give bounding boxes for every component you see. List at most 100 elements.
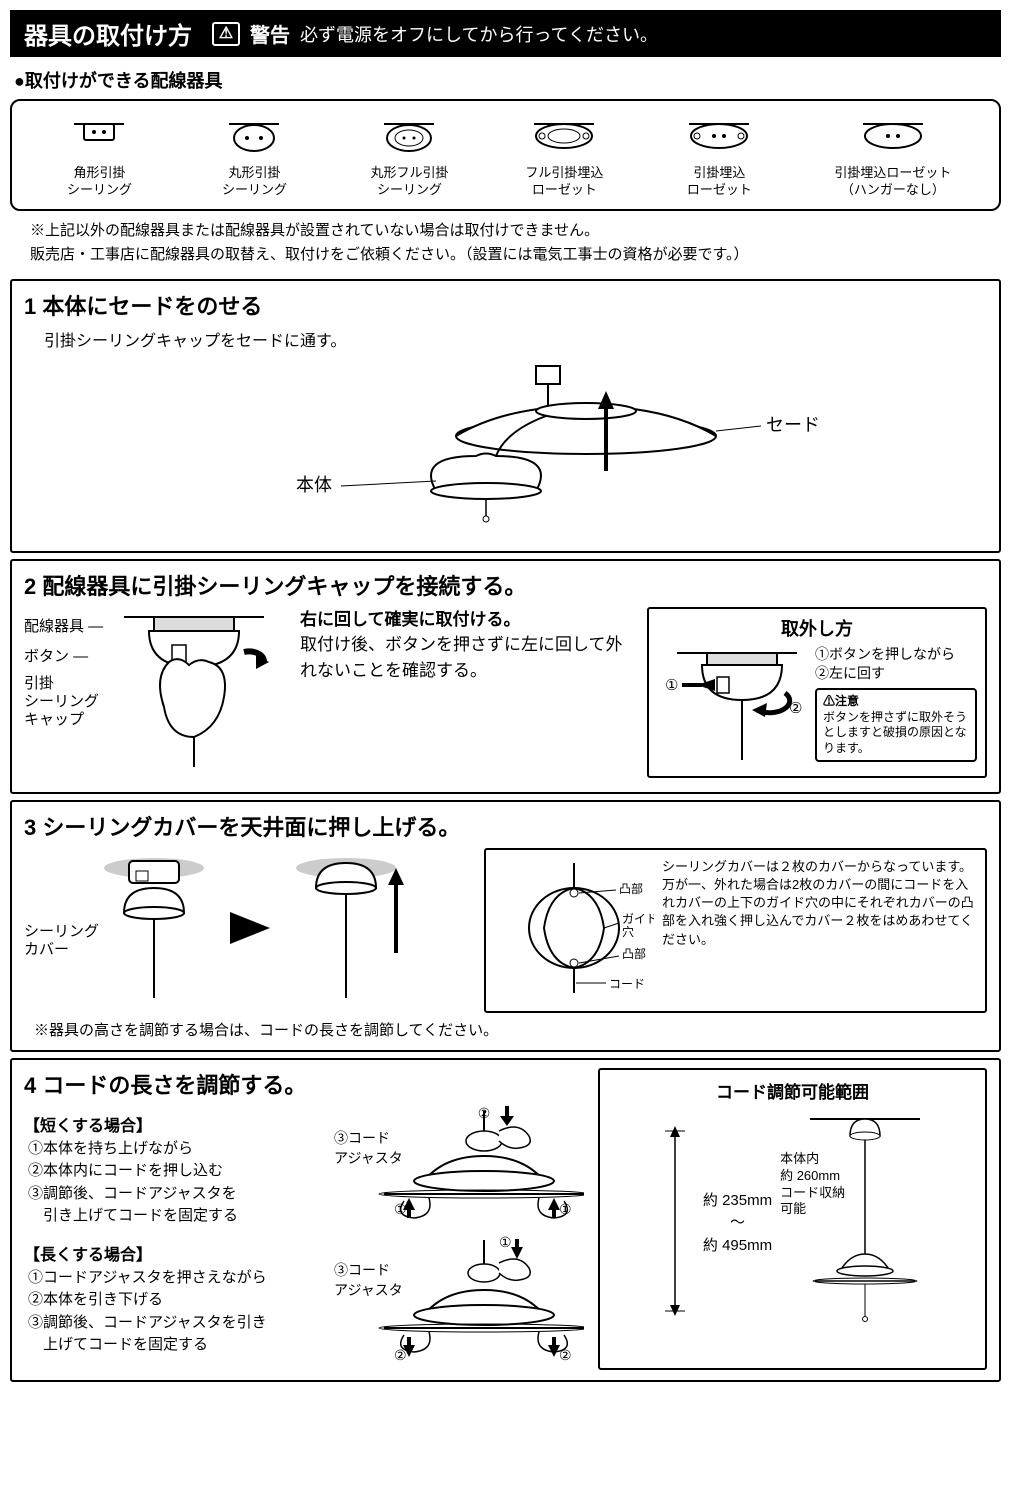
wiring-label: 引掛埋込ローゼット	[834, 165, 951, 182]
step4-box: 4 コードの長さを調節する。 【短くする場合】 ①本体を持ち上げながら ②本体内…	[10, 1058, 1001, 1382]
removal-step1: ①ボタンを押しながら	[815, 645, 977, 665]
svg-text:コード: コード	[609, 977, 645, 991]
wiring-label: 丸形フル引掛	[369, 165, 449, 182]
wiring-item-4: 引掛埋込 ローゼット	[679, 111, 759, 199]
step3-detail-box: 凸部 ガイド 穴 凸部 コード シーリングカバーは２枚のカバーからなっています。…	[484, 848, 987, 1013]
step2-box: 2 配線器具に引掛シーリングキャップを接続する。 配線器具 — ボタン — 引掛…	[10, 559, 1001, 794]
header-bar: 器具の取付け方 ⚠ 警告 必ず電源をオフにしてから行ってください。	[10, 10, 1001, 57]
embed-rosette-icon	[679, 111, 759, 161]
range-fixture-diagram: 本体内 約 260mm コード収納 可能	[780, 1111, 930, 1336]
removal-step2: ②左に回す	[815, 664, 977, 684]
wiring-label: 丸形引掛	[214, 165, 294, 182]
step4-short-diagram: ② ① ① ③コード アジャスタ	[334, 1106, 584, 1231]
svg-text:本体: 本体	[296, 475, 332, 495]
step3-box: 3 シーリングカバーを天井面に押し上げる。 シーリング カバー	[10, 800, 1001, 1052]
step4-left: 4 コードの長さを調節する。 【短くする場合】 ①本体を持ち上げながら ②本体内…	[24, 1068, 584, 1370]
step3-detail-diagram: 凸部 ガイド 穴 凸部 コード	[494, 858, 654, 1003]
header-title: 器具の取付け方	[24, 16, 192, 51]
wiring-item-3: フル引掛埋込 ローゼット	[524, 111, 604, 199]
svg-text:穴: 穴	[622, 924, 634, 939]
full-embed-rosette-icon	[524, 111, 604, 161]
step1-diagram: 本体 セード	[24, 361, 987, 541]
removal-diagram: ① ②	[657, 645, 807, 770]
step1-desc: 引掛シーリングキャップをセードに通す。	[44, 327, 987, 351]
svg-text:②: ②	[478, 1106, 491, 1121]
step4-range-box: コード調節可能範囲 約 235mm 〜 約 495mm	[598, 1068, 987, 1370]
label-cover2: カバー	[24, 941, 69, 958]
svg-text:ガイド: ガイド	[622, 912, 654, 926]
warning-triangle-icon: ⚠	[212, 22, 240, 46]
step2-mid-title: 右に回して確実に取付ける。	[300, 607, 631, 633]
warning-label: 警告	[250, 19, 290, 48]
label-cap3: キャップ	[24, 711, 84, 728]
wiring-label: シーリング	[214, 182, 294, 199]
step2-left-diagram: 配線器具 — ボタン — 引掛 シーリング キャップ	[24, 607, 284, 782]
step3-note: ※器具の高さを調節する場合は、コードの長さを調節してください。	[34, 1019, 987, 1040]
diag-label1: ③コード	[334, 1130, 390, 1146]
embed-rosette-nohanger-icon	[853, 111, 933, 161]
step4-short-title: 【短くする場合】	[24, 1112, 324, 1136]
step2-instructions: 右に回して確実に取付ける。 取付け後、ボタンを押さずに左に回して外れないことを確…	[300, 607, 631, 684]
warning-text: 必ず電源をオフにしてから行ってください。	[300, 21, 658, 47]
header-warning: ⚠ 警告 必ず電源をオフにしてから行ってください。	[212, 19, 658, 48]
svg-text:セード: セード	[766, 415, 820, 435]
svg-text:①: ①	[665, 677, 678, 694]
svg-text:②: ②	[394, 1347, 407, 1363]
wiring-label: シーリング	[59, 182, 139, 199]
range-title: コード調節可能範囲	[608, 1078, 977, 1103]
range-dimension-diagram	[655, 1121, 695, 1326]
wiring-label: シーリング	[369, 182, 449, 199]
caution-box: ⚠注意 ボタンを押さずに取外そうとしますと破損の原因となります。	[815, 688, 977, 762]
step4-long-text: ①コードアジャスタを押さえながら ②本体を引き下げる ③調節後、コードアジャスタ…	[28, 1267, 324, 1357]
arrow-right-icon	[230, 912, 270, 944]
removal-steps: ①ボタンを押しながら ②左に回す ⚠注意 ボタンを押さずに取外そうとしますと破損…	[815, 645, 977, 763]
removal-box: 取外し方 ①	[647, 607, 987, 778]
wiring-note-1: ※上記以外の配線器具または配線器具が設置されていない場合は取付けできません。	[30, 219, 997, 243]
wiring-note-2: 販売店・工事店に配線器具の取替え、取付けをご依頼ください。（設置には電気工事士の…	[30, 243, 997, 267]
step4-long-title: 【長くする場合】	[24, 1241, 324, 1265]
step1-box: 1 本体にセードをのせる 引掛シーリングキャップをセードに通す。 本体 セード	[10, 279, 1001, 553]
square-ceiling-icon	[59, 111, 139, 161]
wiring-label: 引掛埋込	[679, 165, 759, 182]
wiring-label: ローゼット	[524, 182, 604, 199]
diag-label2: アジャスタ	[334, 1150, 403, 1166]
caution-title: ⚠注意	[823, 694, 969, 710]
round-full-ceiling-icon	[369, 111, 449, 161]
wiring-item-2: 丸形フル引掛 シーリング	[369, 111, 449, 199]
svg-text:①: ①	[499, 1235, 512, 1250]
step2-title: 2 配線器具に引掛シーリングキャップを接続する。	[24, 569, 987, 601]
svg-text:②: ②	[789, 700, 802, 717]
label-wiring: 配線器具	[24, 618, 84, 635]
wiring-subtitle: ●取付けができる配線器具	[14, 67, 1001, 93]
wiring-label: ローゼット	[679, 182, 759, 199]
step4-short-text: ①本体を持ち上げながら ②本体内にコードを押し込む ③調節後、コードアジャスタを…	[28, 1138, 324, 1228]
step3-after-diagram	[286, 853, 426, 1008]
caution-text: ボタンを押さずに取外そうとしますと破損の原因となります。	[823, 710, 969, 757]
svg-text:凸部: 凸部	[619, 881, 643, 896]
step4-title: 4 コードの長さを調節する。	[24, 1068, 584, 1100]
wiring-label: フル引掛埋込	[524, 165, 604, 182]
label-cover1: シーリング	[24, 923, 99, 940]
wiring-label: （ハンガーなし）	[834, 182, 951, 199]
wiring-item-5: 引掛埋込ローゼット （ハンガーなし）	[834, 111, 951, 199]
label-cap2: シーリング	[24, 693, 99, 710]
range-values: 約 235mm 〜 約 495mm	[703, 1190, 772, 1258]
wiring-item-1: 丸形引掛 シーリング	[214, 111, 294, 199]
wiring-note: ※上記以外の配線器具または配線器具が設置されていない場合は取付けできません。 販…	[30, 219, 997, 267]
diag-label1: ③コード	[334, 1262, 390, 1278]
wiring-label: 角形引掛	[59, 165, 139, 182]
removal-title: 取外し方	[657, 615, 977, 641]
svg-text:①: ①	[559, 1201, 572, 1217]
svg-text:凸部: 凸部	[622, 946, 646, 961]
wiring-box: 角形引掛 シーリング 丸形引掛 シーリング 丸形フル引掛 シーリング フル引掛埋…	[10, 99, 1001, 211]
step1-title: 1 本体にセードをのせる	[24, 289, 987, 321]
wiring-item-0: 角形引掛 シーリング	[59, 111, 139, 199]
step3-detail-text: シーリングカバーは２枚のカバーからなっています。万が一、外れた場合は2枚のカバー…	[662, 858, 977, 949]
round-ceiling-icon	[214, 111, 294, 161]
step4-long-diagram: ① ② ② ③コード アジャスタ	[334, 1235, 584, 1370]
label-button: ボタン	[24, 648, 69, 665]
svg-text:②: ②	[559, 1347, 572, 1363]
step3-title: 3 シーリングカバーを天井面に押し上げる。	[24, 810, 987, 842]
label-cap1: 引掛	[24, 675, 54, 692]
step3-left-diagram: シーリング カバー	[24, 853, 464, 1008]
